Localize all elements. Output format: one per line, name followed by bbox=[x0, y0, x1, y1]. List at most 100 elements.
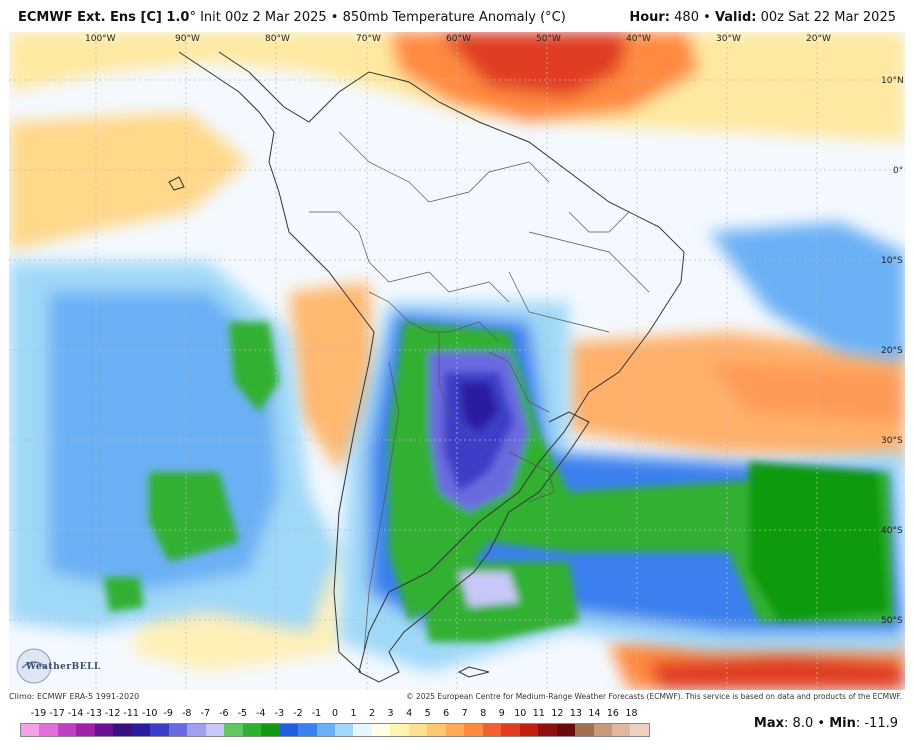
legend-swatch bbox=[464, 724, 483, 736]
degree-mark: ° bbox=[189, 10, 196, 25]
legend-tick-label: 7 bbox=[461, 708, 468, 719]
legend-swatch bbox=[205, 724, 225, 736]
hour-value: 480 bbox=[674, 10, 699, 25]
legend-bar bbox=[20, 723, 650, 737]
legend-swatch bbox=[57, 724, 77, 736]
legend-swatch bbox=[113, 724, 132, 736]
model-name: ECMWF Ext. Ens [C] 1.0 bbox=[18, 10, 190, 25]
color-legend: -19 -17 -14 -13 -12 -11 -10 -9 -8 -7 -6 -5 -4 -3 -2 -1 0… bbox=[20, 708, 650, 740]
legend-swatch bbox=[261, 724, 280, 736]
legend-tick-label: 4 bbox=[406, 708, 413, 719]
legend-tick-label: 6 bbox=[443, 708, 450, 719]
valid-label: Valid: bbox=[714, 10, 757, 25]
legend-swatch bbox=[612, 724, 631, 736]
min-label: Min bbox=[829, 716, 856, 731]
legend-tick-label: -5 bbox=[237, 708, 248, 719]
legend-tick-label: -17 bbox=[49, 708, 65, 719]
legend-swatch bbox=[575, 724, 594, 736]
legend-swatch bbox=[131, 724, 151, 736]
hour-label: Hour: bbox=[629, 10, 671, 25]
legend-tick-label: 18 bbox=[625, 708, 638, 719]
legend-tick-label: 0 bbox=[331, 708, 339, 719]
legend-swatch bbox=[445, 724, 465, 736]
legend-swatch bbox=[482, 724, 502, 736]
legend-tick-label: 5 bbox=[424, 708, 431, 719]
lat-label: 0° bbox=[893, 166, 903, 176]
legend-swatch bbox=[538, 724, 557, 736]
legend-tick-label: 14 bbox=[588, 708, 601, 719]
legend-swatch bbox=[371, 724, 391, 736]
map-canvas: 100°W 90°W 80°W 70°W 60°W 50°W 40°W 30°W… bbox=[9, 32, 905, 690]
legend-swatch bbox=[150, 724, 169, 736]
lon-label: 90°W bbox=[175, 34, 200, 44]
legend-swatch bbox=[427, 724, 446, 736]
legend-tick-label: -13 bbox=[86, 708, 102, 719]
max-label: Max bbox=[753, 716, 785, 731]
lon-label: 50°W bbox=[536, 34, 561, 44]
legend-tick-label: 12 bbox=[551, 708, 564, 719]
longitude-labels: 100°W 90°W 80°W 70°W 60°W 50°W 40°W 30°W… bbox=[85, 34, 831, 44]
logo-text: WeatherBELL bbox=[26, 662, 101, 672]
legend-swatch bbox=[279, 724, 299, 736]
legend-swatch bbox=[94, 724, 114, 736]
legend-swatch bbox=[593, 724, 612, 736]
separator: • bbox=[817, 716, 826, 731]
legend-swatch bbox=[408, 724, 428, 736]
legend-swatch bbox=[168, 724, 188, 736]
lon-label: 80°W bbox=[265, 34, 290, 44]
country-borders bbox=[309, 131, 650, 653]
valid-time-info: Hour: 480 • Valid: 00z Sat 22 Mar 2025 bbox=[629, 10, 896, 25]
map-header: ECMWF Ext. Ens [C] 1.0° Init 00z 2 Mar 2… bbox=[0, 0, 914, 32]
field-name: 850mb Temperature Anomaly (°C) bbox=[342, 10, 566, 25]
legend-swatch bbox=[224, 724, 243, 736]
legend-tick-label: 2 bbox=[369, 708, 376, 719]
coastlines bbox=[168, 51, 685, 683]
lon-label: 30°W bbox=[716, 34, 741, 44]
lat-label: 10°S bbox=[881, 256, 903, 266]
legend-tick-label: -3 bbox=[274, 708, 285, 719]
legend-tick-label: 9 bbox=[498, 708, 505, 719]
legend-tick-label: 16 bbox=[606, 708, 619, 719]
lon-label: 40°W bbox=[626, 34, 651, 44]
legend-swatch bbox=[519, 724, 539, 736]
legend-tick-label: 11 bbox=[532, 708, 545, 719]
lon-label: 20°W bbox=[806, 34, 831, 44]
legend-swatch bbox=[630, 724, 649, 736]
copyright-note: © 2025 European Centre for Medium-Range … bbox=[406, 692, 902, 701]
graticule bbox=[9, 32, 905, 690]
legend-swatch bbox=[242, 724, 262, 736]
bullet: • bbox=[330, 10, 339, 25]
climo-note: Climo: ECMWF ERA-5 1991-2020 bbox=[9, 692, 140, 701]
lat-label: 30°S bbox=[881, 436, 903, 446]
lat-label: 20°S bbox=[881, 346, 903, 356]
lat-label: 10°N bbox=[881, 76, 904, 86]
legend-swatch bbox=[353, 724, 372, 736]
weatherbell-logo: WeatherBELL bbox=[14, 646, 100, 686]
lat-label: 40°S bbox=[881, 526, 903, 536]
legend-tick-label: -12 bbox=[104, 708, 121, 719]
min-value: -11.9 bbox=[864, 716, 898, 731]
legend-tick-label: -19 bbox=[30, 708, 47, 719]
legend-tick-label: -11 bbox=[123, 708, 139, 719]
legend-swatch bbox=[39, 724, 58, 736]
legend-tick-label: 1 bbox=[350, 708, 357, 719]
legend-swatch bbox=[334, 724, 354, 736]
legend-swatch bbox=[390, 724, 409, 736]
legend-ticks: -19 -17 -14 -13 -12 -11 -10 -9 -8 -7 -6 -5 -4 -3 -2 -1 0… bbox=[20, 708, 650, 722]
legend-swatch bbox=[187, 724, 206, 736]
legend-tick-label: 10 bbox=[514, 708, 527, 719]
init-time: Init 00z 2 Mar 2025 bbox=[200, 10, 327, 25]
legend-swatch bbox=[76, 724, 95, 736]
legend-swatch bbox=[21, 724, 40, 736]
legend-tick-label: -6 bbox=[219, 708, 229, 719]
lon-label: 70°W bbox=[356, 34, 381, 44]
strong-cold-core bbox=[104, 322, 894, 642]
legend-swatch bbox=[316, 724, 335, 736]
lat-label: 50°S bbox=[881, 616, 903, 626]
legend-tick-label: -10 bbox=[141, 708, 158, 719]
legend-tick-label: -4 bbox=[256, 708, 266, 719]
legend-swatch bbox=[298, 724, 317, 736]
legend-tick-label: 8 bbox=[480, 708, 487, 719]
lon-label: 60°W bbox=[446, 34, 471, 44]
anomaly-map[interactable]: 100°W 90°W 80°W 70°W 60°W 50°W 40°W 30°W… bbox=[9, 32, 905, 690]
